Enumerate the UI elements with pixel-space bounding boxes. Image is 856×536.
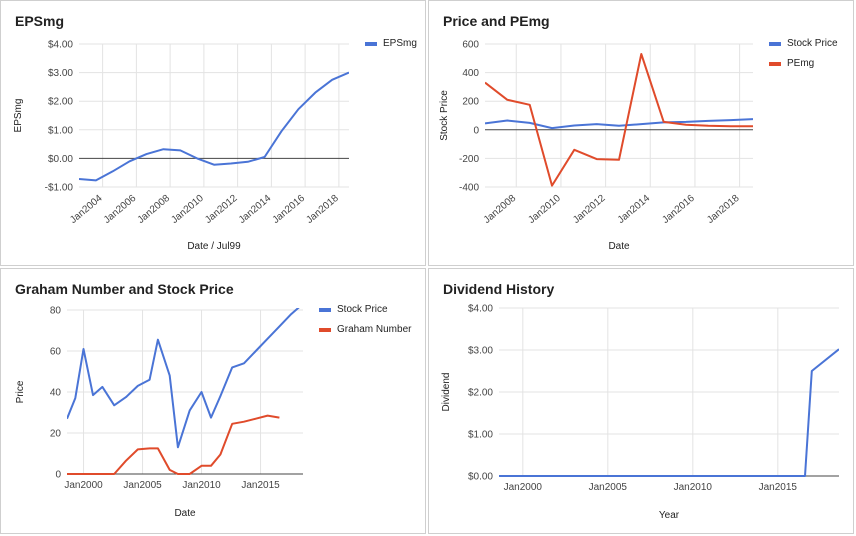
- legend-label: Stock Price: [787, 38, 838, 49]
- legend-swatch: [769, 42, 781, 46]
- legend-swatch: [769, 62, 781, 66]
- y-tick-label: 0: [55, 470, 61, 481]
- x-tick-label: Jan2016: [271, 193, 308, 226]
- eps-chart-panel: EPSmg -$1.00 $0.00 $1.00 $2.00 $3.00 $4.00 Jan…: [0, 0, 426, 266]
- y-tick-label: $4.00: [468, 304, 493, 315]
- y-tick-label: 600: [462, 40, 479, 51]
- y-tick-label: -400: [459, 183, 479, 194]
- series-line-epsmg: [79, 71, 349, 182]
- y-tick-label: 60: [50, 347, 62, 358]
- y-tick-label: $3.00: [468, 346, 493, 357]
- x-tick-label: Jan2010: [169, 193, 206, 226]
- y-axis-title: EPSmg: [13, 99, 24, 133]
- legend-label: Stock Price: [337, 304, 388, 315]
- dividend-chart: $0.00 $1.00 $2.00 $3.00 $4.00 Jan2000 Jan2005 J…: [441, 304, 839, 521]
- series-line-pemg: [485, 53, 753, 187]
- x-axis-title: Date: [608, 241, 630, 252]
- series-line-stock-price: [67, 308, 300, 449]
- chart-title: Graham Number and Stock Price: [15, 281, 234, 297]
- y-tick-label: $0.00: [48, 154, 73, 165]
- x-tick-label: Jan2004: [68, 193, 105, 226]
- x-tick-label: Jan2008: [482, 193, 519, 226]
- x-tick-label: Jan2010: [182, 480, 221, 491]
- x-axis-title: Date / Jul99: [187, 241, 241, 252]
- x-tick-label: Jan2008: [136, 193, 173, 226]
- x-tick-label: Jan2012: [203, 193, 240, 226]
- price-pe-chart-panel: Price and PEmg -400 -200 0 200 400 600 Jan2008…: [428, 0, 854, 266]
- series-line-series: [499, 348, 839, 477]
- series-line-graham-number: [67, 414, 280, 475]
- graham-chart: 0 20 40 60 80 Jan2000 Jan2005 Jan2010 Jan2015 Dat…: [15, 304, 412, 519]
- y-tick-label: $4.00: [48, 40, 73, 51]
- y-tick-label: -$1.00: [45, 183, 74, 194]
- x-tick-label: Jan2010: [526, 193, 563, 226]
- y-axis-title: Dividend: [441, 373, 452, 412]
- x-tick-label: Jan2000: [504, 482, 543, 493]
- x-axis-title: Date: [174, 508, 196, 519]
- eps-chart: -$1.00$0.00$1.00$2.00$3.00$4.00Jan2004Ja…: [13, 38, 417, 252]
- chart-title: Dividend History: [443, 281, 555, 297]
- legend-label: PEmg: [787, 58, 814, 69]
- x-tick-label: Jan2014: [616, 193, 653, 226]
- x-tick-label: Jan2012: [571, 193, 608, 226]
- legend-swatch: [319, 308, 331, 312]
- series-line-stock-price: [485, 118, 753, 130]
- y-tick-label: -200: [459, 154, 479, 165]
- y-tick-label: 400: [462, 68, 479, 79]
- x-tick-label: Jan2005: [589, 482, 628, 493]
- x-tick-label: Jan2016: [660, 193, 697, 226]
- x-tick-label: Jan2014: [237, 193, 274, 226]
- legend-swatch: [319, 328, 331, 332]
- dividend-chart-panel: Dividend History $0.00 $1.00 $2.00 $3.00 $4.…: [428, 268, 854, 534]
- legend-label: EPSmg: [383, 38, 417, 49]
- y-tick-label: $2.00: [48, 97, 73, 108]
- x-tick-label: Jan2005: [123, 480, 162, 491]
- x-tick-label: Jan2018: [304, 193, 341, 226]
- y-tick-label: 40: [50, 388, 62, 399]
- y-axis-title: Price: [15, 380, 26, 403]
- x-tick-label: Jan2006: [102, 193, 139, 226]
- y-tick-label: $3.00: [48, 68, 73, 79]
- y-tick-label: $0.00: [468, 472, 493, 483]
- x-tick-label: Jan2010: [674, 482, 713, 493]
- chart-title: Price and PEmg: [443, 13, 550, 29]
- x-tick-label: Jan2015: [241, 480, 280, 491]
- x-tick-label: Jan2015: [759, 482, 798, 493]
- legend-label: Graham Number: [337, 324, 412, 335]
- x-tick-label: Jan2018: [705, 193, 742, 226]
- y-tick-label: $2.00: [468, 388, 493, 399]
- graham-chart-panel: Graham Number and Stock Price 0 20 40 60 80 J…: [0, 268, 426, 534]
- y-axis-title: Stock Price: [439, 90, 450, 141]
- legend-swatch: [365, 42, 377, 46]
- x-tick-label: Jan2000: [64, 480, 103, 491]
- x-axis-title: Year: [659, 510, 680, 521]
- chart-title: EPSmg: [15, 13, 65, 29]
- y-tick-label: $1.00: [48, 125, 73, 136]
- y-tick-label: 20: [50, 429, 62, 440]
- y-tick-label: 0: [473, 125, 479, 136]
- y-tick-label: 80: [50, 306, 62, 317]
- y-tick-label: $1.00: [468, 430, 493, 441]
- y-tick-label: 200: [462, 97, 479, 108]
